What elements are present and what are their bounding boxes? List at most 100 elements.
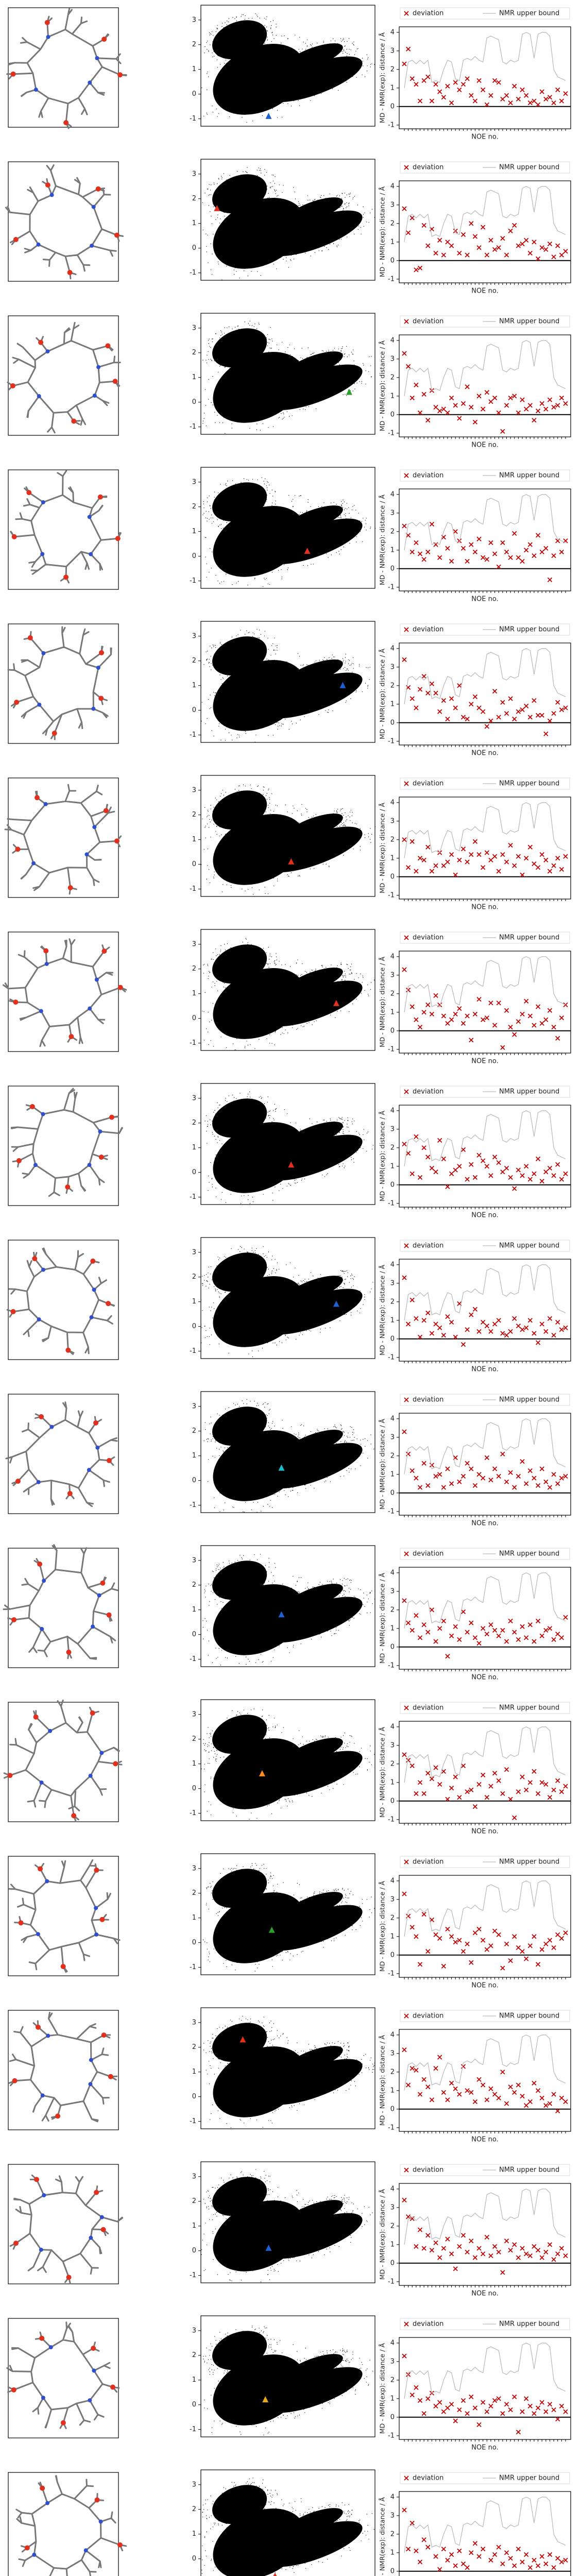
nitrogen-atom	[44, 961, 49, 966]
density-cloud	[265, 210, 363, 257]
deviation-marker	[488, 1622, 493, 1628]
deviation-marker	[417, 2227, 423, 2232]
y-tick-label: 2	[390, 682, 395, 689]
y-tick-label: 2	[192, 195, 196, 202]
deviation-marker	[563, 705, 568, 710]
deviation-marker	[449, 2552, 454, 2557]
deviation-marker	[402, 2507, 407, 2513]
y-tick-label: 0	[390, 873, 395, 880]
density-cloud	[212, 1561, 267, 1600]
deviation-marker	[512, 1485, 517, 1490]
deviation-marker	[472, 1635, 478, 1640]
oxygen-atom	[69, 1034, 74, 1040]
deviation-marker	[429, 1331, 435, 1336]
deviation-marker	[460, 546, 466, 551]
y-tick-label: 0	[192, 706, 196, 714]
x-axis-label: NOE no.	[471, 596, 498, 603]
deviation-marker	[402, 206, 407, 211]
deviation-marker	[524, 856, 529, 861]
deviation-marker	[516, 96, 521, 102]
deviation-marker	[508, 2247, 513, 2253]
y-tick-label: -1	[190, 115, 196, 123]
y-tick-label: 3	[390, 2358, 395, 2365]
deviation-marker	[421, 2411, 426, 2416]
oxygen-atom	[15, 1479, 21, 1484]
oxygen-atom	[39, 1414, 44, 1419]
deviation-marker	[512, 1316, 517, 1321]
deviation-marker	[445, 1797, 450, 1802]
deviation-marker	[488, 1943, 493, 1948]
y-tick-label: 3	[192, 1710, 196, 1718]
nitrogen-atom	[94, 1932, 99, 1937]
deviation-marker	[524, 1481, 529, 1486]
deviation-marker	[504, 2238, 509, 2244]
oxygen-atom	[10, 1309, 16, 1314]
y-tick-label: 3	[390, 47, 395, 55]
deviation-marker	[524, 1325, 529, 1330]
deviation-marker	[472, 2255, 478, 2260]
deviation-marker	[472, 234, 478, 239]
legend-label: deviation	[413, 318, 443, 326]
deviation-marker	[453, 872, 458, 877]
oxygen-atom	[98, 696, 104, 701]
density-cloud-dots	[202, 167, 375, 280]
y-tick-label: 3	[390, 817, 395, 825]
deviation-marker	[547, 241, 553, 247]
plot-frame	[399, 1721, 571, 1824]
plot-frame	[200, 1699, 375, 1821]
y-tick-label: 3	[390, 201, 395, 209]
deviation-marker	[532, 1023, 537, 1028]
density-cloud	[284, 1430, 343, 1458]
deviation-marker	[496, 1932, 501, 1937]
deviation-marker	[405, 987, 411, 993]
deviation-marker	[484, 389, 489, 395]
deviation-marker	[496, 80, 501, 85]
deviation-marker	[437, 2055, 442, 2060]
deviation-marker	[527, 1468, 533, 1473]
deviation-marker	[508, 1329, 513, 1334]
upper-bound-line	[404, 956, 566, 1012]
y-tick-label: 2	[390, 219, 395, 227]
deviation-marker	[551, 863, 556, 868]
molecule-frame	[8, 7, 119, 128]
deviation-marker	[465, 1630, 470, 1635]
deviation-marker	[417, 856, 423, 861]
density-cloud	[284, 659, 343, 687]
deviation-marker	[414, 2385, 419, 2390]
deviation-marker	[445, 2557, 450, 2563]
deviation-marker	[547, 1485, 553, 1490]
deviation-marker	[417, 98, 423, 104]
nitrogen-atom	[31, 861, 36, 866]
upper-bound-line	[404, 1726, 566, 1783]
deviation-marker	[457, 1637, 462, 1642]
deviation-marker	[472, 1483, 478, 1488]
deviation-marker	[409, 215, 415, 221]
deviation-marker	[476, 394, 482, 399]
deviation-marker	[527, 2565, 533, 2570]
density-cloud	[212, 1098, 267, 1138]
nitrogen-atom	[88, 1773, 93, 1778]
y-tick-label: 4	[390, 2493, 395, 2501]
deviation-marker	[527, 2099, 533, 2105]
deviation-marker	[551, 1472, 556, 1477]
deviation-marker	[437, 2400, 442, 2405]
deviation-marker	[512, 716, 517, 722]
deviation-marker	[433, 81, 438, 87]
density-cloud	[265, 364, 363, 411]
x-axis-label: NOE no.	[471, 1828, 498, 1836]
deviation-marker	[547, 397, 553, 402]
deviation-marker	[543, 1941, 549, 1946]
y-tick-label: -1	[388, 1199, 395, 1207]
nitrogen-atom	[92, 393, 97, 398]
y-tick-label: 2	[390, 1452, 395, 1460]
deviation-marker	[504, 2401, 509, 2407]
deviation-marker	[417, 1962, 423, 1967]
deviation-marker	[449, 1171, 454, 1176]
density-cloud	[265, 1443, 363, 1489]
highlight-point	[278, 1611, 285, 1618]
highlight-point	[288, 1161, 295, 1168]
oxygen-atom	[66, 1649, 72, 1655]
deviation-marker	[512, 394, 517, 399]
upper-bound-line	[404, 186, 566, 242]
deviation-marker	[417, 687, 423, 692]
